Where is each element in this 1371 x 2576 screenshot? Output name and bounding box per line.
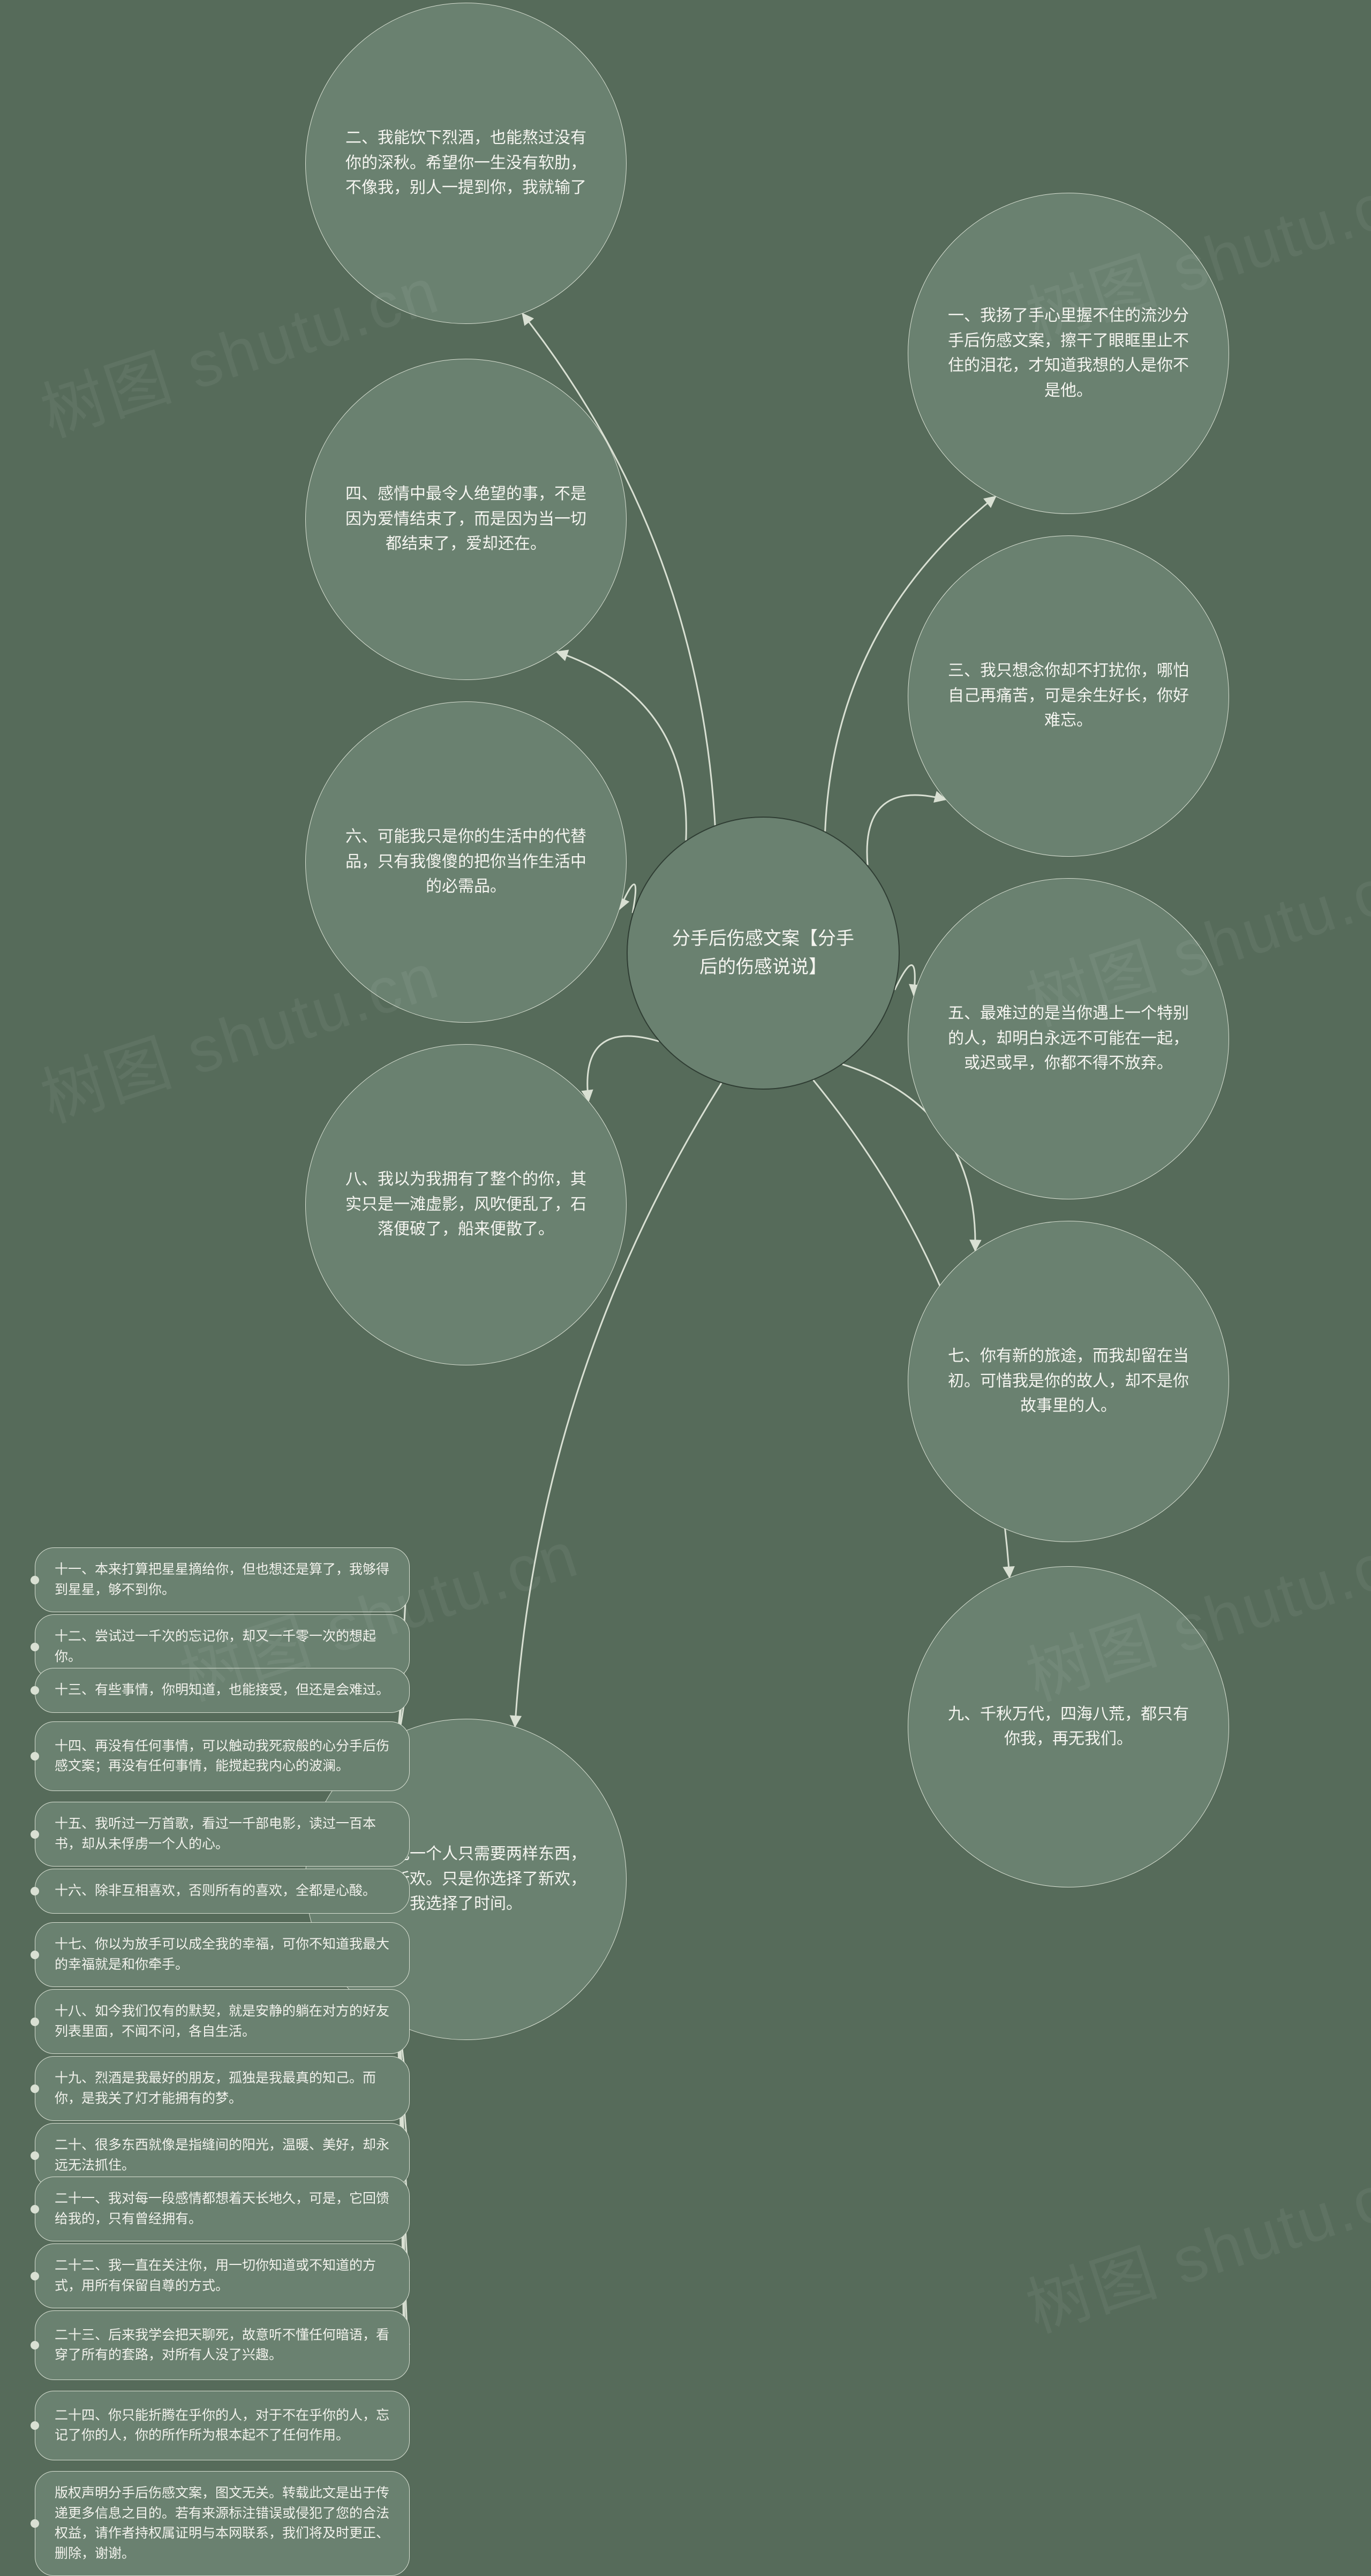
child-node-label: 五、最难过的是当你遇上一个特别的人，却明白永远不可能在一起，或迟或早，你都不得不… xyxy=(946,1001,1191,1076)
child-node-c2[interactable]: 二、我能饮下烈酒，也能熬过没有你的深秋。希望你一生没有软肋，不像我，别人一提到你… xyxy=(305,3,627,324)
pill-dot-icon xyxy=(31,1752,39,1761)
pill-22[interactable]: 二十二、我一直在关注你，用一切你知道或不知道的方式，用所有保留自尊的方式。 xyxy=(35,2243,410,2308)
watermark: 树图 shutu.cn xyxy=(1013,2134,1371,2350)
pill-label: 十三、有些事情，你明知道，也能接受，但还是会难过。 xyxy=(55,1680,389,1701)
pill-label: 十八、如今我们仅有的默契，就是安静的躺在对方的好友列表里面，不闻不问，各自生活。 xyxy=(55,2001,390,2042)
edge-c8 xyxy=(587,1036,659,1101)
pill-dot-icon xyxy=(31,2018,39,2026)
pill-label: 十六、除非互相喜欢，否则所有的喜欢，全都是心酸。 xyxy=(55,1881,376,1901)
child-node-label: 三、我只想念你却不打扰你，哪怕自己再痛苦，可是余生好长，你好难忘。 xyxy=(946,659,1191,734)
pill-label: 十二、尝试过一千次的忘记你，却又一千零一次的想起你。 xyxy=(55,1627,390,1667)
pill-dot-icon xyxy=(31,2205,39,2214)
child-node-c9[interactable]: 九、千秋万代，四海八荒，都只有你我，再无我们。 xyxy=(908,1566,1229,1887)
pill-label: 十一、本来打算把星星摘给你，但也想还是算了，我够得到星星，够不到你。 xyxy=(55,1560,390,1600)
pill-dot-icon xyxy=(31,2272,39,2280)
pill-11[interactable]: 十一、本来打算把星星摘给你，但也想还是算了，我够得到星星，够不到你。 xyxy=(35,1547,410,1612)
child-node-label: 七、你有新的旅途，而我却留在当初。可惜我是你的故人，却不是你故事里的人。 xyxy=(946,1344,1191,1419)
child-node-label: 八、我以为我拥有了整个的你，其实只是一滩虚影，风吹便乱了，石落便破了，船来便散了… xyxy=(343,1167,589,1242)
pill-19[interactable]: 十九、烈酒是我最好的朋友，孤独是我最真的知己。而你，是我关了灯才能拥有的梦。 xyxy=(35,2056,410,2121)
pill-17[interactable]: 十七、你以为放手可以成全我的幸福，可你不知道我最大的幸福就是和你牵手。 xyxy=(35,1922,410,1987)
pill-dot-icon xyxy=(31,1576,39,1584)
pill-dot-icon xyxy=(31,1643,39,1651)
child-node-c8[interactable]: 八、我以为我拥有了整个的你，其实只是一滩虚影，风吹便乱了，石落便破了，船来便散了… xyxy=(305,1044,627,1365)
pill-label: 十五、我听过一万首歌，看过一千部电影，读过一百本书，却从未俘虏一个人的心。 xyxy=(55,1814,390,1854)
pill-14[interactable]: 十四、再没有任何事情，可以触动我死寂般的心分手后伤感文案；再没有任何事情，能搅起… xyxy=(35,1721,410,1791)
pill-label: 十四、再没有任何事情，可以触动我死寂般的心分手后伤感文案；再没有任何事情，能搅起… xyxy=(55,1736,390,1777)
pill-21[interactable]: 二十一、我对每一段感情都想着天长地久，可是，它回馈给我的，只有曾经拥有。 xyxy=(35,2177,410,2241)
pill-dot-icon xyxy=(31,1951,39,1959)
pill-dot-icon xyxy=(31,2519,39,2528)
pill-dot-icon xyxy=(31,1686,39,1695)
edge-c3 xyxy=(867,795,946,865)
child-node-c6[interactable]: 六、可能我只是你的生活中的代替品，只有我傻傻的把你当作生活中的必需品。 xyxy=(305,701,627,1023)
child-node-c7[interactable]: 七、你有新的旅途，而我却留在当初。可惜我是你的故人，却不是你故事里的人。 xyxy=(908,1221,1229,1542)
pill-16[interactable]: 十六、除非互相喜欢，否则所有的喜欢，全都是心酸。 xyxy=(35,1869,410,1914)
child-node-c3[interactable]: 三、我只想念你却不打扰你，哪怕自己再痛苦，可是余生好长，你好难忘。 xyxy=(908,535,1229,857)
child-node-label: 六、可能我只是你的生活中的代替品，只有我傻傻的把你当作生活中的必需品。 xyxy=(343,825,589,900)
pill-dot-icon xyxy=(31,1830,39,1839)
pill-label: 十九、烈酒是我最好的朋友，孤独是我最真的知己。而你，是我关了灯才能拥有的梦。 xyxy=(55,2068,390,2109)
child-node-label: 九、千秋万代，四海八荒，都只有你我，再无我们。 xyxy=(946,1702,1191,1752)
pill-15[interactable]: 十五、我听过一万首歌，看过一千部电影，读过一百本书，却从未俘虏一个人的心。 xyxy=(35,1802,410,1867)
pill-label: 二十、很多东西就像是指缝间的阳光，温暖、美好，却永远无法抓住。 xyxy=(55,2135,390,2175)
pill-13[interactable]: 十三、有些事情，你明知道，也能接受，但还是会难过。 xyxy=(35,1668,410,1713)
pill-label: 十七、你以为放手可以成全我的幸福，可你不知道我最大的幸福就是和你牵手。 xyxy=(55,1935,390,1975)
pill-dot-icon xyxy=(31,2421,39,2430)
pill-dot-icon xyxy=(31,2341,39,2350)
child-node-c4[interactable]: 四、感情中最令人绝望的事，不是因为爱情结束了，而是因为当一切都结束了，爱却还在。 xyxy=(305,359,627,680)
pill-25[interactable]: 版权声明分手后伤感文案，图文无关。转载此文是出于传递更多信息之目的。若有来源标注… xyxy=(35,2471,410,2576)
child-node-c1[interactable]: 一、我扬了手心里握不住的流沙分手后伤感文案，擦干了眼眶里止不住的泪花，才知道我想… xyxy=(908,193,1229,514)
pill-24[interactable]: 二十四、你只能折腾在乎你的人，对于不在乎你的人，忘记了你的人，你的所作所为根本起… xyxy=(35,2391,410,2460)
child-node-label: 一、我扬了手心里握不住的流沙分手后伤感文案，擦干了眼眶里止不住的泪花，才知道我想… xyxy=(946,304,1191,403)
child-node-label: 二、我能饮下烈酒，也能熬过没有你的深秋。希望你一生没有软肋，不像我，别人一提到你… xyxy=(343,126,589,201)
pill-label: 二十三、后来我学会把天聊死，故意听不懂任何暗语，看穿了所有的套路，对所有人没了兴… xyxy=(55,2325,390,2366)
pill-label: 版权声明分手后伤感文案，图文无关。转载此文是出于传递更多信息之目的。若有来源标注… xyxy=(55,2483,390,2564)
child-node-c5[interactable]: 五、最难过的是当你遇上一个特别的人，却明白永远不可能在一起，或迟或早，你都不得不… xyxy=(908,878,1229,1199)
center-node[interactable]: 分手后伤感文案【分手后的伤感说说】 xyxy=(627,817,900,1090)
pill-label: 二十四、你只能折腾在乎你的人，对于不在乎你的人，忘记了你的人，你的所作所为根本起… xyxy=(55,2406,390,2446)
pill-dot-icon xyxy=(31,2151,39,2160)
pill-dot-icon xyxy=(31,1887,39,1895)
pill-dot-icon xyxy=(31,2084,39,2093)
pill-label: 二十二、我一直在关注你，用一切你知道或不知道的方式，用所有保留自尊的方式。 xyxy=(55,2256,390,2296)
child-node-label: 四、感情中最令人绝望的事，不是因为爱情结束了，而是因为当一切都结束了，爱却还在。 xyxy=(343,482,589,557)
pill-label: 二十一、我对每一段感情都想着天长地久，可是，它回馈给我的，只有曾经拥有。 xyxy=(55,2189,390,2229)
pill-23[interactable]: 二十三、后来我学会把天聊死，故意听不懂任何暗语，看穿了所有的套路，对所有人没了兴… xyxy=(35,2310,410,2380)
center-node-label: 分手后伤感文案【分手后的伤感说说】 xyxy=(665,925,861,981)
pill-18[interactable]: 十八、如今我们仅有的默契，就是安静的躺在对方的好友列表里面，不闻不问，各自生活。 xyxy=(35,1989,410,2054)
